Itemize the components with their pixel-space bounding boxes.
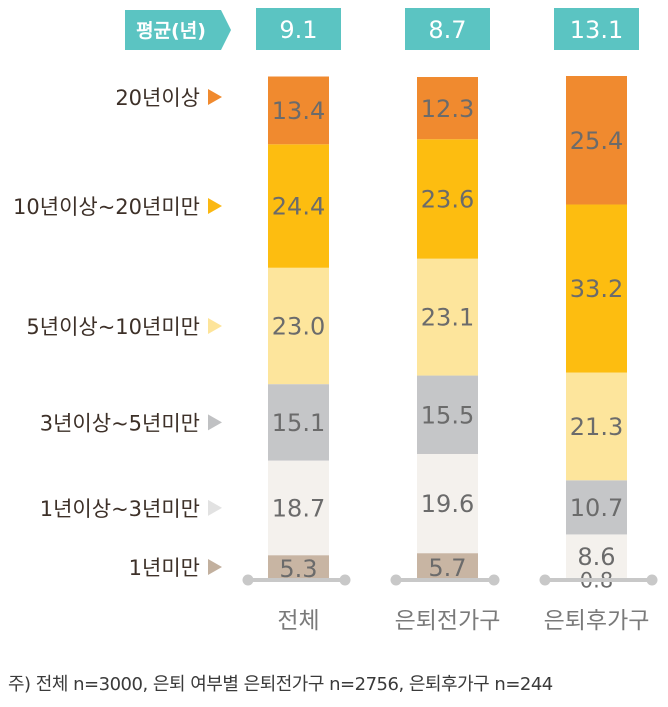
average-label: 평균(년) xyxy=(136,20,206,42)
data-label: 23.6 xyxy=(421,186,474,214)
legend-label: 1년미만 xyxy=(129,556,200,580)
bar-segment xyxy=(566,480,627,535)
bar-segment xyxy=(417,258,478,376)
legend-arrow-icon xyxy=(208,89,222,105)
bar-segment xyxy=(566,534,627,578)
bar-segment xyxy=(417,77,478,140)
bar-segment xyxy=(268,555,329,582)
legend-arrow-icon xyxy=(208,559,222,575)
data-label: 12.3 xyxy=(421,95,474,123)
legend-arrow-icon xyxy=(208,198,222,215)
legend-label: 10년이상~20년미만 xyxy=(13,195,200,219)
data-label: 13.4 xyxy=(272,97,325,125)
data-label: 21.3 xyxy=(570,413,623,441)
footnote: 주) 전체 n=3000, 은퇴 여부별 은퇴전가구 n=2756, 은퇴후가구… xyxy=(8,674,553,695)
data-label: 8.6 xyxy=(577,543,615,571)
legend-arrow-icon xyxy=(208,414,222,431)
data-label: 15.5 xyxy=(421,401,474,429)
data-label: 10.7 xyxy=(570,494,623,522)
data-label: 24.4 xyxy=(272,193,325,221)
average-box xyxy=(554,8,639,50)
axis-end-dot xyxy=(339,574,351,586)
bar-segment xyxy=(566,204,627,373)
bar-segment xyxy=(566,372,627,481)
axis-end-dot xyxy=(390,574,402,586)
legend-arrow-icon xyxy=(208,499,222,516)
bar-segment xyxy=(268,384,329,461)
legend-label: 3년이상~5년미만 xyxy=(40,411,200,435)
bar-segment xyxy=(417,375,478,454)
data-label: 23.0 xyxy=(272,313,325,341)
axis-end-dot xyxy=(488,574,500,586)
data-label: 5.7 xyxy=(428,554,466,582)
data-label: 23.1 xyxy=(421,304,474,332)
average-value: 13.1 xyxy=(570,16,623,44)
legend-label: 20년이상 xyxy=(115,86,200,110)
legend-arrow-icon xyxy=(208,317,222,334)
data-label: 25.4 xyxy=(570,127,623,155)
average-value: 8.7 xyxy=(428,16,466,44)
axis-end-dot xyxy=(242,574,254,586)
average-box xyxy=(405,8,490,50)
bar-segment xyxy=(417,453,478,554)
average-box xyxy=(256,8,341,50)
axis-end-dot xyxy=(539,574,551,586)
bar-segment xyxy=(268,76,329,145)
data-label: 19.6 xyxy=(421,490,474,518)
bar-segment xyxy=(268,267,329,385)
legend-label: 5년이상~10년미만 xyxy=(26,315,200,339)
category-label: 은퇴전가구 xyxy=(395,608,501,634)
bar-segment xyxy=(417,139,478,259)
bar-segment xyxy=(268,460,329,556)
data-label: 33.2 xyxy=(570,275,623,303)
data-label: 18.7 xyxy=(272,495,325,523)
category-label: 은퇴후가구 xyxy=(544,608,650,634)
average-label-tab xyxy=(125,10,231,50)
category-label: 전체 xyxy=(277,608,319,634)
legend-label: 1년이상~3년미만 xyxy=(40,497,200,521)
bar-segment xyxy=(566,76,627,205)
axis-end-dot xyxy=(646,574,658,586)
bar-segment xyxy=(417,553,478,582)
data-label: 15.1 xyxy=(272,409,325,437)
bar-segment xyxy=(268,144,329,268)
average-value: 9.1 xyxy=(279,16,317,44)
